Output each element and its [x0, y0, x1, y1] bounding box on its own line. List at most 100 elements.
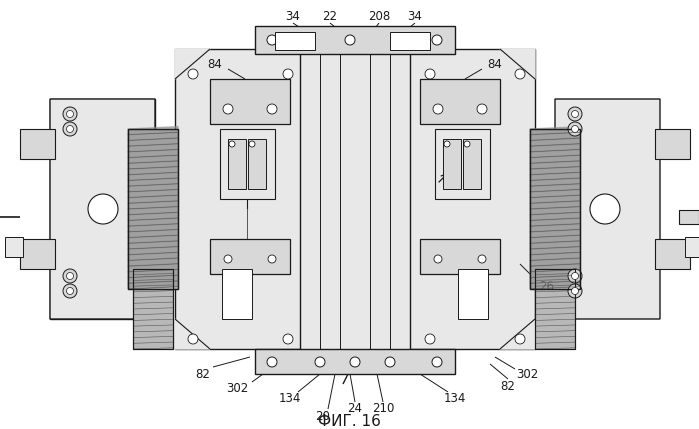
Circle shape: [590, 194, 620, 224]
Circle shape: [568, 269, 582, 283]
Circle shape: [125, 289, 155, 319]
Polygon shape: [530, 161, 580, 169]
Circle shape: [425, 69, 435, 79]
Circle shape: [515, 334, 525, 344]
Circle shape: [572, 272, 579, 280]
Polygon shape: [128, 264, 178, 272]
Bar: [655, 129, 690, 159]
Circle shape: [464, 141, 470, 147]
Circle shape: [66, 111, 73, 118]
Bar: [175, 49, 300, 349]
Text: 84: 84: [208, 57, 222, 70]
Polygon shape: [530, 247, 580, 255]
Circle shape: [515, 69, 525, 79]
Circle shape: [433, 104, 443, 114]
Bar: [530, 129, 580, 289]
Text: 210: 210: [372, 402, 394, 416]
Polygon shape: [128, 252, 178, 260]
Circle shape: [188, 334, 198, 344]
Polygon shape: [530, 252, 580, 260]
Bar: [128, 129, 178, 289]
Circle shape: [63, 284, 77, 298]
Polygon shape: [128, 212, 178, 221]
Circle shape: [229, 141, 235, 147]
Polygon shape: [530, 275, 580, 283]
Bar: [133, 269, 173, 349]
Polygon shape: [530, 144, 580, 152]
Polygon shape: [530, 190, 580, 198]
Polygon shape: [530, 230, 580, 238]
FancyBboxPatch shape: [555, 99, 660, 319]
Circle shape: [66, 287, 73, 294]
Circle shape: [188, 69, 198, 79]
Bar: [275, 32, 315, 50]
Polygon shape: [128, 172, 178, 181]
Bar: [5, 237, 23, 257]
Polygon shape: [530, 127, 580, 135]
Polygon shape: [128, 241, 178, 249]
Polygon shape: [500, 319, 535, 349]
Circle shape: [350, 357, 360, 367]
Polygon shape: [128, 235, 178, 243]
Polygon shape: [128, 149, 178, 157]
Bar: [535, 269, 575, 349]
Polygon shape: [530, 281, 580, 289]
Circle shape: [572, 287, 579, 294]
Circle shape: [432, 35, 442, 45]
Polygon shape: [128, 201, 178, 209]
Polygon shape: [530, 172, 580, 181]
Circle shape: [63, 122, 77, 136]
Text: 82: 82: [196, 368, 210, 381]
Bar: [133, 269, 173, 349]
Polygon shape: [530, 184, 580, 192]
Polygon shape: [128, 247, 178, 255]
Circle shape: [315, 357, 325, 367]
Bar: [220, 129, 275, 199]
Circle shape: [568, 122, 582, 136]
Circle shape: [66, 272, 73, 280]
Polygon shape: [128, 207, 178, 214]
Bar: [463, 139, 481, 189]
Bar: [530, 129, 580, 289]
Circle shape: [568, 284, 582, 298]
Polygon shape: [530, 201, 580, 209]
Circle shape: [88, 194, 118, 224]
Polygon shape: [128, 178, 178, 186]
Polygon shape: [128, 281, 178, 289]
Polygon shape: [128, 275, 178, 283]
Circle shape: [50, 99, 80, 129]
Bar: [295, 34, 415, 374]
Circle shape: [568, 107, 582, 121]
Polygon shape: [530, 241, 580, 249]
Bar: [390, 32, 430, 50]
Text: 208: 208: [368, 10, 390, 24]
Text: 26: 26: [540, 281, 554, 293]
Polygon shape: [175, 49, 210, 79]
Circle shape: [267, 357, 277, 367]
Text: 20: 20: [315, 411, 331, 423]
Circle shape: [268, 255, 276, 263]
Polygon shape: [128, 195, 178, 203]
Text: 34: 34: [408, 10, 422, 24]
Polygon shape: [530, 138, 580, 146]
Text: ФИГ. 16: ФИГ. 16: [317, 414, 380, 429]
Polygon shape: [128, 184, 178, 192]
Polygon shape: [128, 161, 178, 169]
Text: 302: 302: [226, 383, 248, 396]
Circle shape: [572, 111, 579, 118]
Polygon shape: [530, 264, 580, 272]
Polygon shape: [530, 155, 580, 163]
Polygon shape: [500, 49, 535, 79]
Bar: [685, 237, 699, 257]
Bar: [20, 129, 55, 159]
Polygon shape: [530, 218, 580, 226]
Bar: [458, 269, 488, 319]
Bar: [410, 49, 535, 349]
Polygon shape: [128, 166, 178, 175]
Bar: [255, 26, 455, 54]
Polygon shape: [128, 190, 178, 198]
Circle shape: [267, 104, 277, 114]
Bar: [655, 239, 690, 269]
Bar: [435, 129, 490, 199]
Polygon shape: [175, 319, 210, 349]
